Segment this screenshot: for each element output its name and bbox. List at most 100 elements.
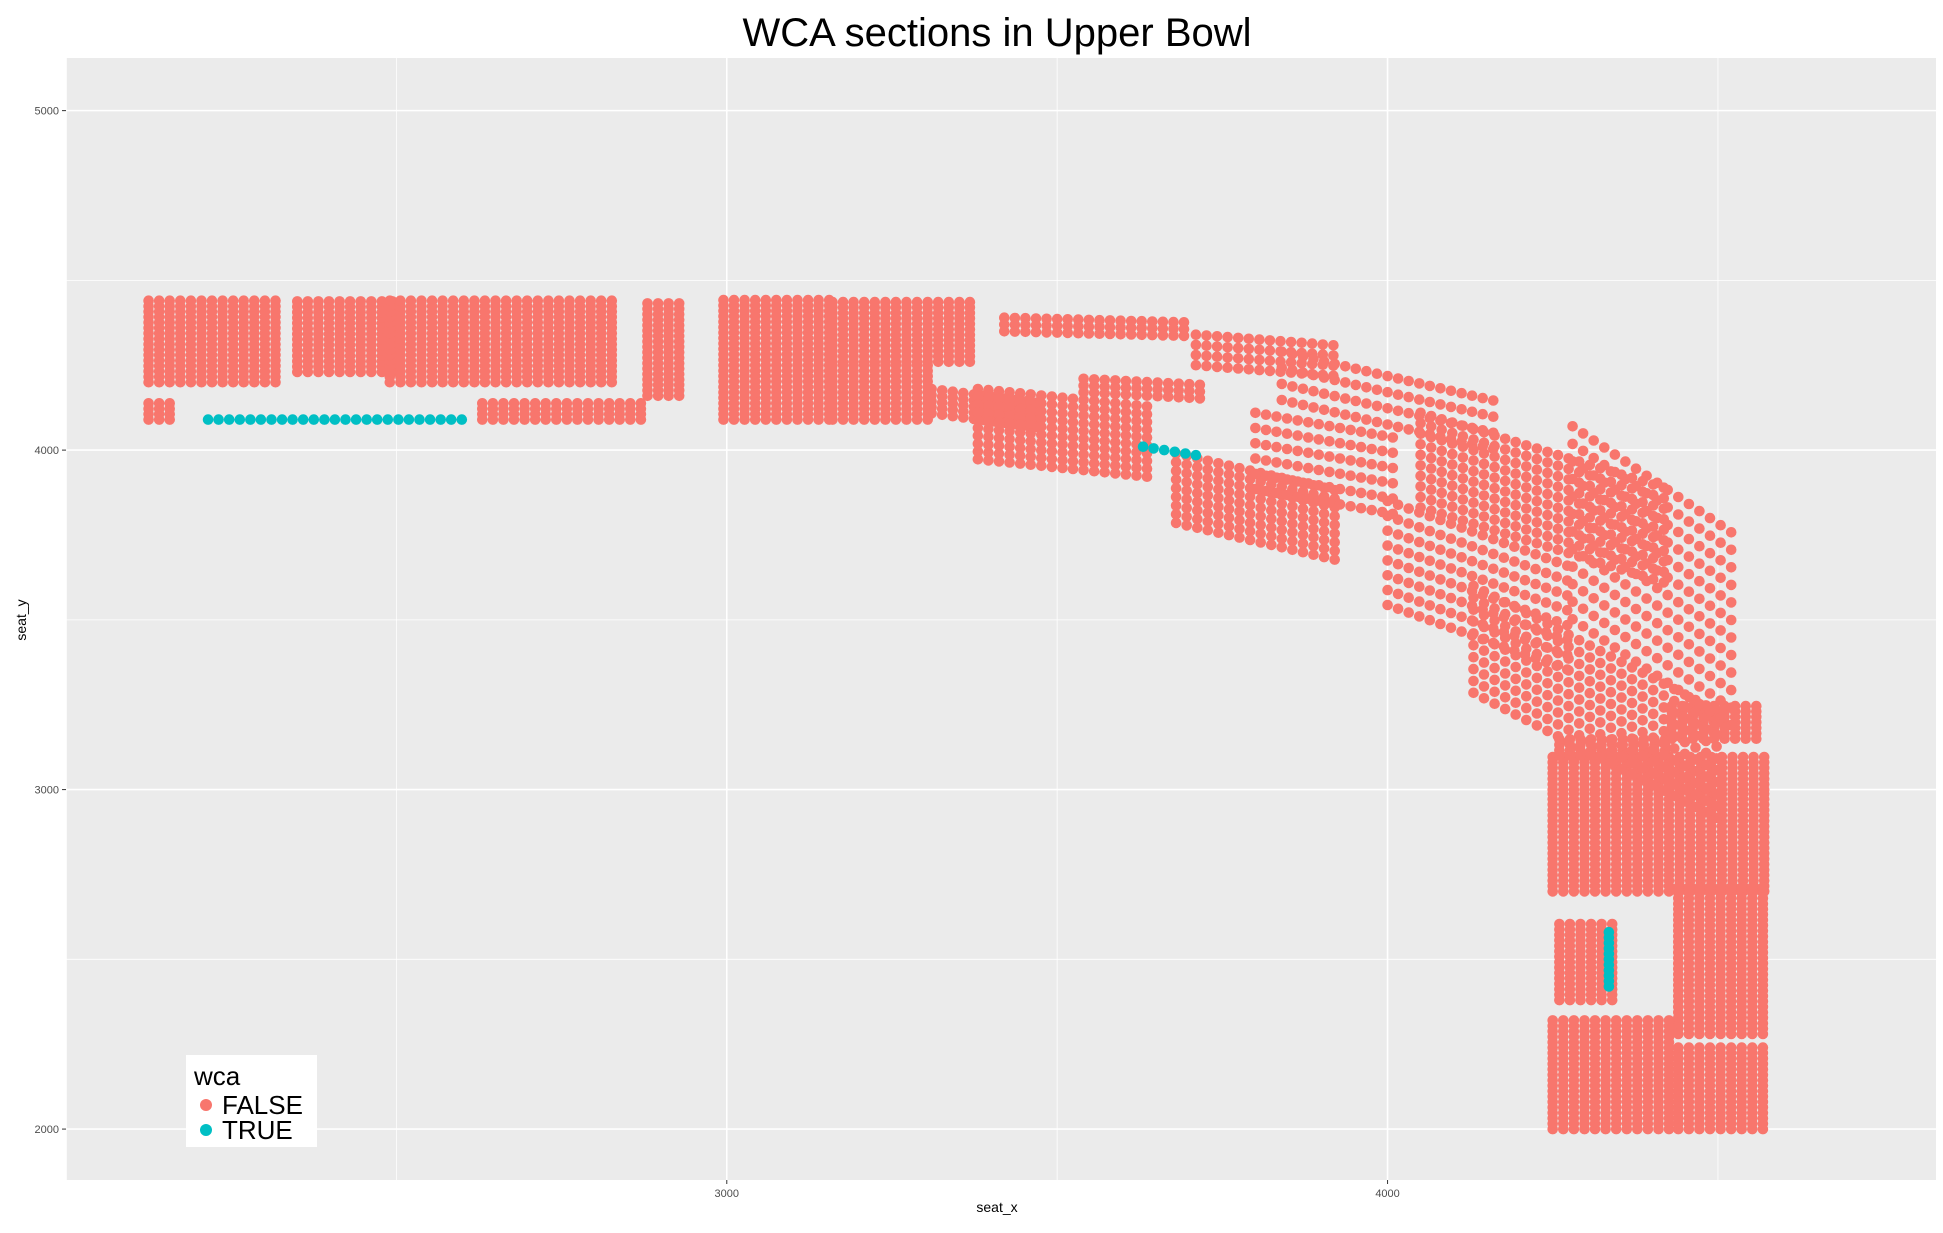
- seat-point-false: [1329, 528, 1340, 539]
- seat-point-false: [1690, 766, 1701, 777]
- seat-point-false: [1297, 529, 1309, 541]
- seat-point-false: [1510, 436, 1521, 448]
- seat-point-false: [869, 359, 881, 371]
- seat-point-false: [1595, 729, 1606, 740]
- seat-point-false: [1540, 597, 1552, 608]
- seat-point-false: [217, 295, 228, 307]
- x-axis-ticks: 3000 4000: [715, 1180, 1400, 1200]
- seat-point-false: [1694, 646, 1705, 657]
- seat-point-false: [1563, 665, 1574, 676]
- seat-point-false: [1213, 501, 1224, 512]
- seat-point-false: [1552, 502, 1564, 514]
- seat-point-false: [1605, 734, 1617, 745]
- seat-point-true: [287, 414, 298, 425]
- seat-point-false: [1355, 457, 1367, 468]
- seat-point-false: [1554, 918, 1565, 930]
- seat-point-false: [1599, 529, 1610, 541]
- seat-point-false: [1499, 680, 1511, 691]
- seat-point-false: [1141, 471, 1153, 483]
- seat-point-false: [1202, 516, 1214, 527]
- seat-point-false: [1641, 663, 1652, 674]
- seat-point-false: [1694, 558, 1705, 569]
- seat-point-false: [1679, 748, 1691, 760]
- seat-point-false: [1669, 707, 1680, 719]
- seat-point-false: [1414, 378, 1425, 389]
- seat-point-false: [1057, 431, 1068, 443]
- seat-point-false: [1456, 552, 1467, 563]
- seat-point-false: [1403, 375, 1414, 387]
- seat-point-false: [1694, 1042, 1705, 1053]
- seat-point-false: [1014, 411, 1026, 423]
- seat-point-false: [1445, 533, 1457, 544]
- seat-point-false: [1025, 451, 1036, 463]
- seat-point-false: [564, 295, 575, 307]
- seat-point-false: [1415, 481, 1426, 492]
- seat-point-true: [1148, 443, 1159, 454]
- seat-point-false: [1266, 539, 1277, 551]
- seat-point-false: [1424, 585, 1436, 596]
- seat-point-false: [1318, 551, 1330, 563]
- seat-point-false: [1308, 549, 1319, 560]
- seat-point-false: [1499, 496, 1511, 508]
- seat-point-false: [1361, 398, 1372, 409]
- seat-point-false: [1308, 402, 1319, 413]
- seat-point-false: [1292, 430, 1303, 441]
- seat-point-false: [1521, 714, 1532, 726]
- seat-point-false: [1711, 764, 1722, 776]
- seat-point-false: [1577, 515, 1589, 527]
- seat-point-false: [1616, 727, 1627, 739]
- seat-point-false: [993, 456, 1005, 467]
- seat-point-false: [1510, 489, 1521, 501]
- seat-point-false: [1099, 404, 1110, 416]
- seat-point-false: [1067, 424, 1079, 436]
- seat-point-false: [1223, 521, 1235, 532]
- seat-point-false: [1131, 415, 1142, 427]
- seat-point-false: [1025, 396, 1036, 408]
- legend-label-false: FALSE: [222, 1090, 303, 1120]
- seat-point-false: [1201, 360, 1212, 372]
- seat-point-false: [1457, 452, 1469, 463]
- seat-point-false: [993, 424, 1005, 436]
- seat-point-false: [1168, 330, 1179, 341]
- seat-point-false: [1318, 517, 1330, 528]
- seat-point-false: [1232, 363, 1244, 374]
- seat-point-false: [1658, 714, 1670, 725]
- seat-point-false: [1478, 586, 1490, 597]
- seat-point-false: [1366, 428, 1377, 440]
- seat-point-false: [1584, 676, 1596, 687]
- seat-point-false: [1651, 495, 1663, 506]
- seat-point-false: [1067, 463, 1079, 475]
- seat-point-false: [1297, 512, 1309, 523]
- seat-point-false: [1620, 456, 1631, 467]
- seat-point-false: [1673, 1042, 1684, 1053]
- seat-point-false: [1382, 555, 1393, 566]
- seat-point-false: [1110, 429, 1121, 440]
- seat-point-false: [1542, 654, 1553, 665]
- seat-point-false: [1700, 735, 1712, 747]
- y-axis-ticks: 2000 3000 4000 5000: [35, 106, 66, 1136]
- seat-point-false: [972, 438, 984, 450]
- seat-point-false: [1552, 513, 1564, 524]
- seat-point-false: [1424, 540, 1436, 552]
- seat-point-false: [1308, 385, 1319, 397]
- seat-point-false: [302, 296, 314, 307]
- seat-point-false: [1704, 547, 1716, 559]
- seat-point-false: [1131, 431, 1142, 442]
- seat-point-false: [1468, 580, 1479, 592]
- seat-point-false: [1222, 342, 1233, 353]
- seat-point-false: [1324, 436, 1335, 447]
- seat-point-true: [329, 414, 341, 425]
- seat-point-false: [344, 296, 356, 307]
- seat-point-false: [922, 296, 933, 308]
- seat-point-false: [1078, 433, 1089, 445]
- seat-point-false: [1141, 401, 1153, 412]
- seat-point-false: [1589, 1015, 1601, 1026]
- seat-point-false: [1340, 361, 1351, 372]
- seat-point-false: [1468, 640, 1479, 651]
- seat-point-false: [1436, 445, 1447, 457]
- seat-point-false: [1641, 470, 1652, 482]
- seat-point-false: [1499, 644, 1511, 655]
- seat-point-false: [1067, 448, 1079, 459]
- seat-point-false: [1073, 327, 1084, 339]
- seat-point-false: [983, 384, 994, 396]
